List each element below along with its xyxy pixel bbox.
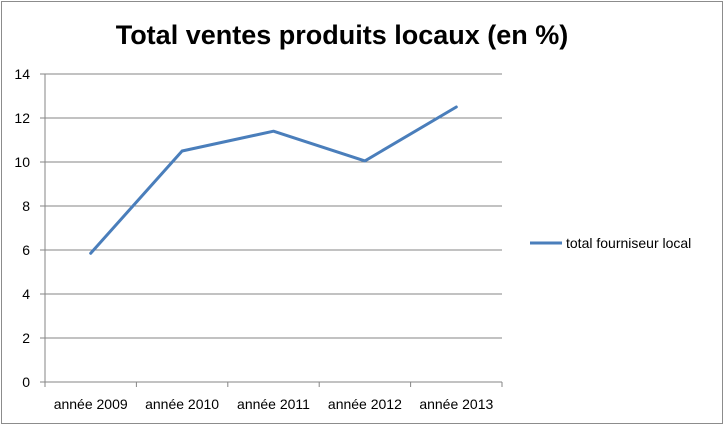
y-tick-label: 6	[22, 242, 30, 258]
y-tick-label: 12	[14, 110, 30, 126]
x-tick-label: année 2009	[54, 396, 128, 412]
y-tick-label: 0	[22, 374, 30, 390]
chart-title: Total ventes produits locaux (en %)	[115, 20, 569, 50]
x-tick-label: année 2011	[237, 396, 310, 412]
x-tick-label: année 2013	[419, 396, 493, 412]
series-line	[89, 105, 458, 255]
y-tick-label: 2	[22, 330, 30, 346]
y-tick-label: 8	[22, 198, 30, 214]
y-tick-label: 14	[14, 66, 30, 82]
y-tick-label: 4	[22, 286, 30, 302]
y-tick-label: 10	[14, 154, 30, 170]
x-tick-label: année 2010	[145, 396, 219, 412]
legend-label: total fourniseur local	[566, 235, 691, 251]
x-tick-label: année 2012	[328, 396, 402, 412]
